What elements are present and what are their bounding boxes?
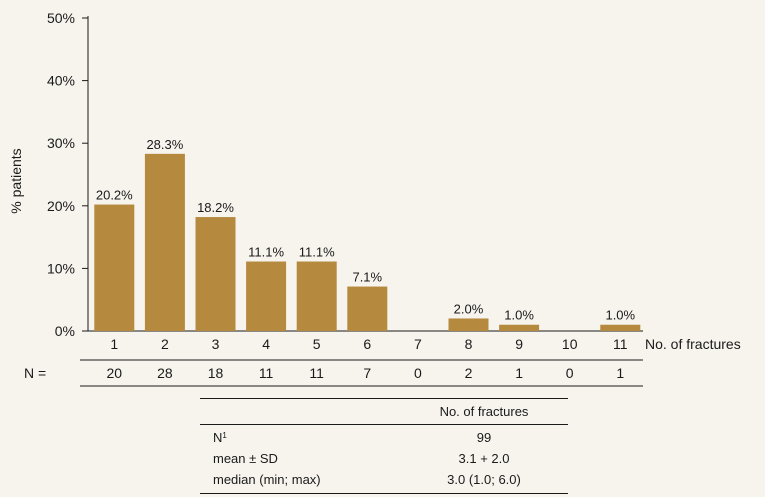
bar-data-label: 18.2%	[197, 200, 234, 215]
y-tick-label: 20%	[47, 198, 75, 214]
y-tick-label: 0%	[55, 323, 75, 339]
n-value: 0	[566, 365, 574, 381]
bar	[600, 324, 641, 331]
bar-data-label: 11.1%	[299, 245, 335, 260]
y-tick-label: 30%	[47, 135, 75, 151]
x-tick-label: 3	[212, 336, 220, 352]
bar-data-label: 11.1%	[248, 245, 284, 260]
bar	[246, 261, 287, 331]
y-tick-label: 10%	[47, 260, 75, 276]
bar-data-label: 1.0%	[605, 308, 635, 323]
n-value: 28	[157, 365, 173, 381]
bar-data-label: 7.1%	[352, 270, 382, 285]
bar	[94, 204, 135, 331]
n-value: 18	[208, 365, 224, 381]
n-value: 7	[363, 365, 371, 381]
bar	[144, 153, 185, 331]
y-axis-label: % patients	[8, 148, 24, 213]
bar-data-label: 2.0%	[454, 301, 484, 316]
n-row-values: 20 28 18 11 11 7 0 2 1 0 1	[107, 365, 625, 381]
x-tick-label: 10	[562, 336, 578, 352]
n-value: 0	[414, 365, 422, 381]
n-row-label: N =	[24, 365, 46, 381]
y-ticks: 0% 10% 20% 30% 40% 50%	[47, 10, 88, 339]
n-value: 1	[616, 365, 624, 381]
x-tick-label: 4	[262, 336, 270, 352]
bar	[499, 324, 540, 331]
n-value: 20	[107, 365, 123, 381]
bar-data-label: 1.0%	[504, 308, 534, 323]
x-tick-label: 2	[161, 336, 169, 352]
x-tick-label: 7	[414, 336, 422, 352]
bar-data-label: 28.3%	[146, 137, 183, 152]
bar-data-label: 20.2%	[96, 188, 133, 203]
x-tick-labels: 1 2 3 4 5 6 7 8 9 10 11	[110, 336, 627, 352]
bar-data-labels: 20.2% 28.3% 18.2% 11.1% 11.1% 7.1% 2.0% 1.0% 1.0…	[96, 137, 636, 323]
n-value: 1	[515, 365, 523, 381]
x-axis-label: No. of fractures	[645, 336, 741, 352]
bar	[296, 261, 337, 331]
x-tick-label: 6	[363, 336, 371, 352]
x-tick-label: 9	[515, 336, 523, 352]
y-tick-label: 50%	[47, 10, 75, 26]
bar	[347, 286, 388, 331]
x-tick-label: 8	[465, 336, 473, 352]
x-tick-label: 1	[110, 336, 118, 352]
x-tick-label: 5	[313, 336, 321, 352]
n-value: 11	[309, 365, 324, 381]
bar	[195, 217, 236, 331]
bars	[94, 153, 641, 331]
n-value: 2	[465, 365, 473, 381]
bar	[448, 318, 489, 331]
n-value: 11	[259, 365, 274, 381]
y-tick-label: 40%	[47, 73, 75, 89]
x-tick-label: 11	[613, 336, 628, 352]
